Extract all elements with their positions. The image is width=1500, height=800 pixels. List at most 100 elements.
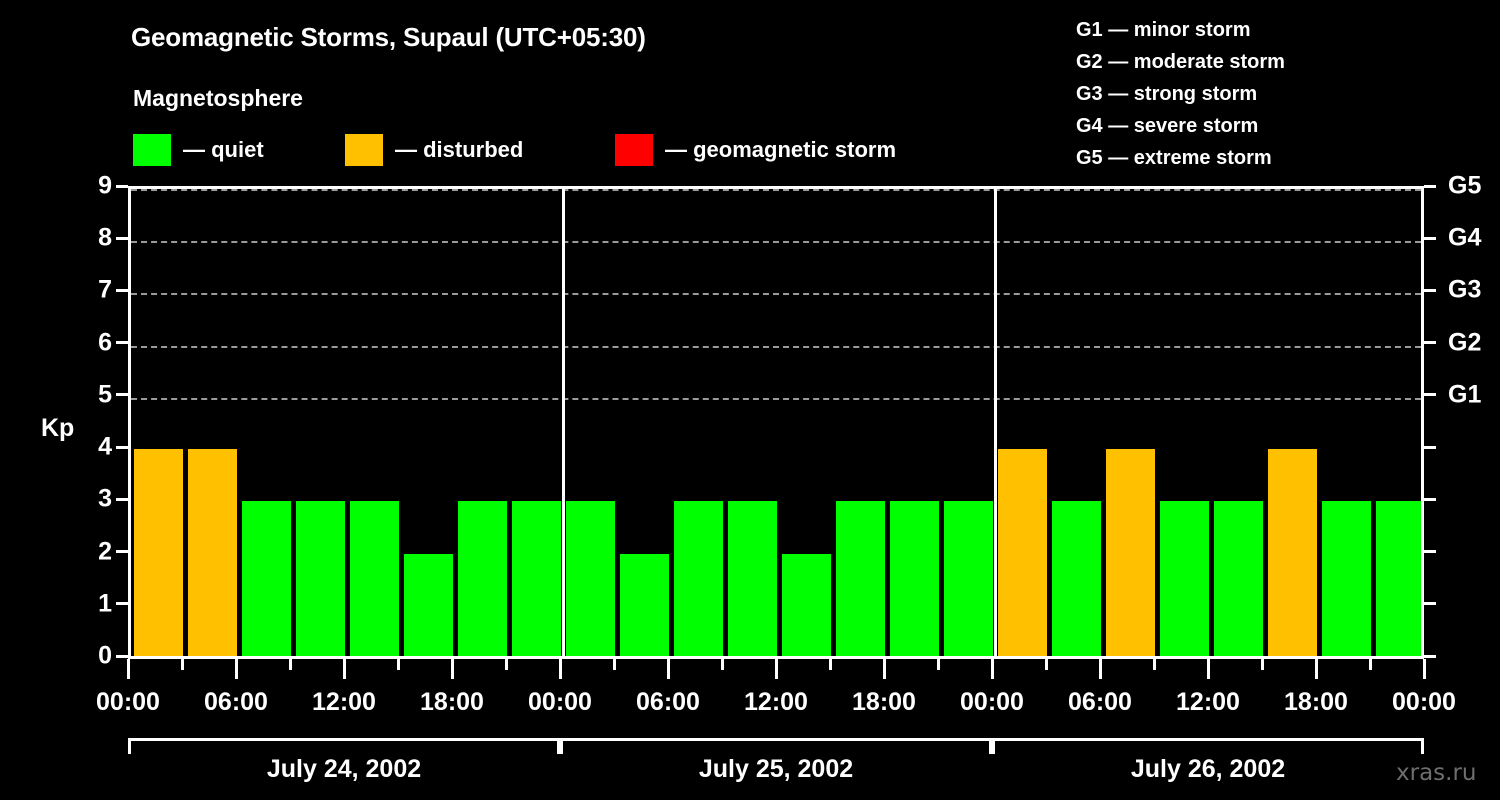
x-tick-label-6: 12:00 bbox=[744, 688, 808, 716]
right-axis-tick-kp-2 bbox=[1424, 550, 1436, 554]
x-tick-minor-7 bbox=[504, 659, 508, 670]
y-tick-label-5: 5 bbox=[98, 380, 112, 409]
y-tick-6 bbox=[116, 341, 128, 345]
y-tick-label-8: 8 bbox=[98, 223, 112, 252]
y-axis-title: Kp bbox=[41, 414, 75, 442]
y-tick-label-7: 7 bbox=[98, 275, 112, 304]
right-axis-tick-kp-7 bbox=[1424, 288, 1436, 292]
x-tick-label-3: 18:00 bbox=[420, 688, 484, 716]
bar bbox=[1267, 449, 1317, 658]
x-tick-minor-13 bbox=[828, 659, 832, 670]
bar bbox=[457, 501, 507, 658]
y-tick-label-4: 4 bbox=[98, 432, 112, 461]
x-tick-label-7: 18:00 bbox=[852, 688, 916, 716]
y-tick-label-0: 0 bbox=[98, 641, 112, 670]
x-tick-minor-21 bbox=[1260, 659, 1264, 670]
y-tick-label-2: 2 bbox=[98, 537, 112, 566]
chart-subtitle: Magnetosphere bbox=[133, 85, 303, 111]
legend-item-disturbed: — disturbed bbox=[345, 133, 523, 167]
bar bbox=[133, 449, 183, 658]
bar bbox=[943, 501, 993, 658]
bar bbox=[187, 449, 237, 658]
bar bbox=[1321, 501, 1371, 658]
plot-area bbox=[128, 186, 1424, 658]
legend-swatch-disturbed bbox=[345, 134, 383, 166]
y-tick-2 bbox=[116, 550, 128, 554]
day-bracket-2 bbox=[560, 738, 992, 754]
gridline-kp-6 bbox=[131, 345, 1421, 348]
bar bbox=[673, 501, 723, 658]
gscale-row-3: G3 — strong storm bbox=[1076, 83, 1258, 105]
y-tick-label-6: 6 bbox=[98, 328, 112, 357]
y-tick-1 bbox=[116, 602, 128, 606]
x-tick-minor-11 bbox=[720, 659, 724, 670]
legend-swatch-quiet bbox=[133, 134, 171, 166]
y-tick-0 bbox=[116, 654, 128, 658]
x-tick-label-1: 06:00 bbox=[204, 688, 268, 716]
x-tick-minor-9 bbox=[612, 659, 616, 670]
bar bbox=[1375, 501, 1421, 658]
right-axis-tick-kp-5 bbox=[1424, 393, 1436, 397]
bar bbox=[1051, 501, 1101, 658]
x-tick-minor-1 bbox=[180, 659, 184, 670]
gscale-row-2: G2 — moderate storm bbox=[1076, 51, 1285, 73]
x-tick-major-20 bbox=[1206, 659, 1210, 679]
gridline-kp-5 bbox=[131, 397, 1421, 400]
x-tick-major-0 bbox=[126, 659, 130, 679]
right-axis-tick-kp-3 bbox=[1424, 497, 1436, 501]
bar bbox=[889, 501, 939, 658]
bar bbox=[241, 501, 291, 658]
x-tick-label-12: 00:00 bbox=[1392, 688, 1456, 716]
gridline-kp-7 bbox=[131, 293, 1421, 296]
day-bracket-1 bbox=[128, 738, 560, 754]
x-tick-label-10: 12:00 bbox=[1176, 688, 1240, 716]
x-tick-label-0: 00:00 bbox=[96, 688, 160, 716]
bar bbox=[349, 501, 399, 658]
x-tick-major-2 bbox=[234, 659, 238, 679]
bar bbox=[781, 553, 831, 658]
x-tick-major-14 bbox=[882, 659, 886, 679]
right-axis-tick-kp-1 bbox=[1424, 602, 1436, 606]
x-tick-label-2: 12:00 bbox=[312, 688, 376, 716]
x-tick-minor-17 bbox=[1044, 659, 1048, 670]
x-tick-label-9: 06:00 bbox=[1068, 688, 1132, 716]
x-tick-minor-23 bbox=[1368, 659, 1372, 670]
bar bbox=[727, 501, 777, 658]
legend-swatch-geomagnetic-storm bbox=[615, 134, 653, 166]
g-label-G4: G4 bbox=[1448, 223, 1482, 252]
day-separator-1 bbox=[561, 189, 565, 658]
bar bbox=[1105, 449, 1155, 658]
right-axis-tick-kp-6 bbox=[1424, 341, 1436, 345]
y-tick-9 bbox=[116, 184, 128, 188]
x-tick-label-11: 18:00 bbox=[1284, 688, 1348, 716]
x-tick-major-8 bbox=[558, 659, 562, 679]
y-tick-label-9: 9 bbox=[98, 171, 112, 200]
y-tick-3 bbox=[116, 497, 128, 501]
x-tick-major-6 bbox=[450, 659, 454, 679]
day-label-2: July 25, 2002 bbox=[698, 755, 854, 783]
right-axis-tick-kp-9 bbox=[1424, 184, 1436, 188]
x-tick-label-8: 00:00 bbox=[960, 688, 1024, 716]
bar bbox=[835, 501, 885, 658]
legend-item-quiet: — quiet bbox=[133, 133, 264, 167]
bar bbox=[511, 501, 561, 658]
x-axis-baseline bbox=[128, 656, 1424, 659]
gscale-legend: G1 — minor storm G2 — moderate storm G3 — … bbox=[1076, 14, 1406, 174]
bar bbox=[619, 553, 669, 658]
gridline-kp-8 bbox=[131, 241, 1421, 244]
right-axis-tick-kp-0 bbox=[1424, 654, 1436, 658]
bar bbox=[997, 449, 1047, 658]
gscale-row-1: G1 — minor storm bbox=[1076, 19, 1251, 41]
bar bbox=[403, 553, 453, 658]
page-title: Geomagnetic Storms, Supaul (UTC+05:30) bbox=[131, 22, 646, 52]
y-tick-4 bbox=[116, 445, 128, 449]
y-tick-label-3: 3 bbox=[98, 484, 112, 513]
y-tick-5 bbox=[116, 393, 128, 397]
gscale-row-5: G5 — extreme storm bbox=[1076, 147, 1272, 169]
g-label-G3: G3 bbox=[1448, 275, 1482, 304]
legend-label-quiet: — quiet bbox=[183, 137, 264, 162]
bar bbox=[1213, 501, 1263, 658]
gridline-kp-9 bbox=[131, 189, 1421, 191]
x-tick-minor-15 bbox=[936, 659, 940, 670]
